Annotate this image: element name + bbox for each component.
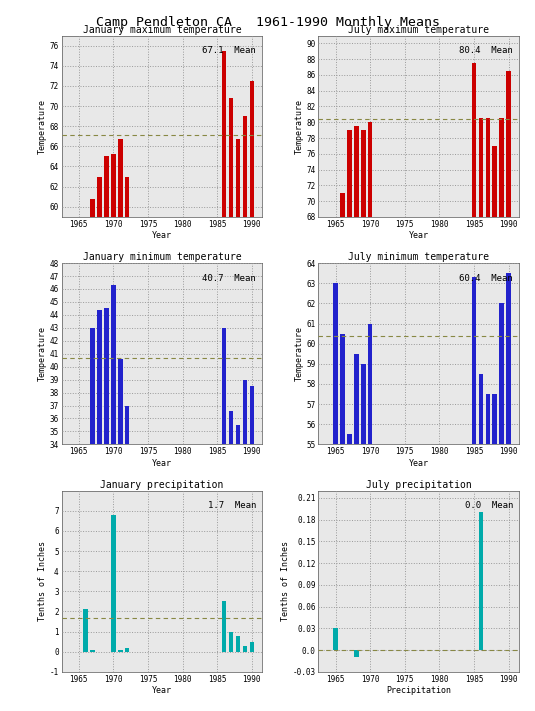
Title: July maximum temperature: July maximum temperature (348, 25, 489, 35)
Bar (368, 122, 372, 711)
Y-axis label: Temperature: Temperature (295, 326, 303, 381)
Bar (479, 118, 483, 711)
Bar (97, 310, 102, 711)
Bar (222, 328, 226, 711)
X-axis label: Year: Year (152, 686, 172, 695)
Title: January maximum temperature: January maximum temperature (82, 25, 241, 35)
Text: 60.4  Mean: 60.4 Mean (459, 274, 513, 283)
Bar (347, 434, 351, 711)
Bar (340, 333, 345, 711)
Bar (90, 328, 95, 711)
X-axis label: Year: Year (152, 459, 172, 468)
Bar (118, 359, 123, 711)
Bar (222, 50, 226, 711)
Bar (242, 646, 247, 652)
Bar (493, 394, 497, 711)
Bar (236, 425, 240, 711)
X-axis label: Year: Year (152, 231, 172, 240)
Bar (340, 193, 345, 711)
Bar (249, 81, 254, 711)
Bar (118, 650, 123, 652)
Bar (90, 650, 95, 652)
Bar (111, 154, 116, 711)
Text: 40.7  Mean: 40.7 Mean (202, 274, 256, 283)
Text: 80.4  Mean: 80.4 Mean (459, 46, 513, 55)
Bar (90, 199, 95, 711)
Bar (499, 118, 504, 711)
Y-axis label: Temperature: Temperature (38, 99, 47, 154)
Bar (493, 146, 497, 711)
Bar (361, 364, 365, 711)
Text: 0.0  Mean: 0.0 Mean (464, 501, 513, 510)
Bar (333, 283, 338, 711)
Bar (229, 411, 233, 711)
Bar (472, 277, 476, 711)
Text: 67.1  Mean: 67.1 Mean (202, 46, 256, 55)
Title: January minimum temperature: January minimum temperature (82, 252, 241, 262)
Bar (236, 636, 240, 652)
Bar (249, 641, 254, 652)
Bar (125, 176, 129, 711)
Bar (361, 130, 365, 711)
Bar (472, 63, 476, 711)
Bar (111, 515, 116, 652)
Bar (333, 629, 338, 650)
Title: January precipitation: January precipitation (100, 480, 224, 490)
Bar (125, 648, 129, 652)
Bar (97, 176, 102, 711)
Bar (229, 98, 233, 711)
Y-axis label: Tenths of Inches: Tenths of Inches (281, 541, 289, 621)
Bar (347, 130, 351, 711)
Bar (486, 394, 490, 711)
Bar (229, 631, 233, 652)
Bar (242, 380, 247, 711)
Text: Camp Pendleton CA   1961-1990 Monthly Means: Camp Pendleton CA 1961-1990 Monthly Mean… (96, 16, 439, 28)
Bar (111, 285, 116, 711)
Y-axis label: Temperature: Temperature (38, 326, 47, 381)
Bar (354, 353, 358, 711)
Bar (104, 309, 109, 711)
Title: July precipitation: July precipitation (366, 480, 471, 490)
Bar (118, 139, 123, 711)
Bar (506, 273, 511, 711)
Bar (486, 118, 490, 711)
Text: 1.7  Mean: 1.7 Mean (208, 501, 256, 510)
Bar (479, 513, 483, 650)
Bar (249, 386, 254, 711)
X-axis label: Precipitation: Precipitation (386, 686, 451, 695)
Bar (236, 139, 240, 711)
Bar (83, 609, 88, 652)
Bar (479, 374, 483, 711)
Bar (354, 127, 358, 711)
Bar (506, 71, 511, 711)
Bar (222, 602, 226, 652)
Y-axis label: Tenths of Inches: Tenths of Inches (38, 541, 47, 621)
Bar (499, 304, 504, 711)
Bar (125, 405, 129, 711)
Bar (242, 116, 247, 711)
Bar (354, 650, 358, 658)
X-axis label: Year: Year (409, 231, 429, 240)
Bar (368, 324, 372, 711)
Y-axis label: Temperature: Temperature (295, 99, 303, 154)
Title: July minimum temperature: July minimum temperature (348, 252, 489, 262)
X-axis label: Year: Year (409, 459, 429, 468)
Bar (104, 156, 109, 711)
